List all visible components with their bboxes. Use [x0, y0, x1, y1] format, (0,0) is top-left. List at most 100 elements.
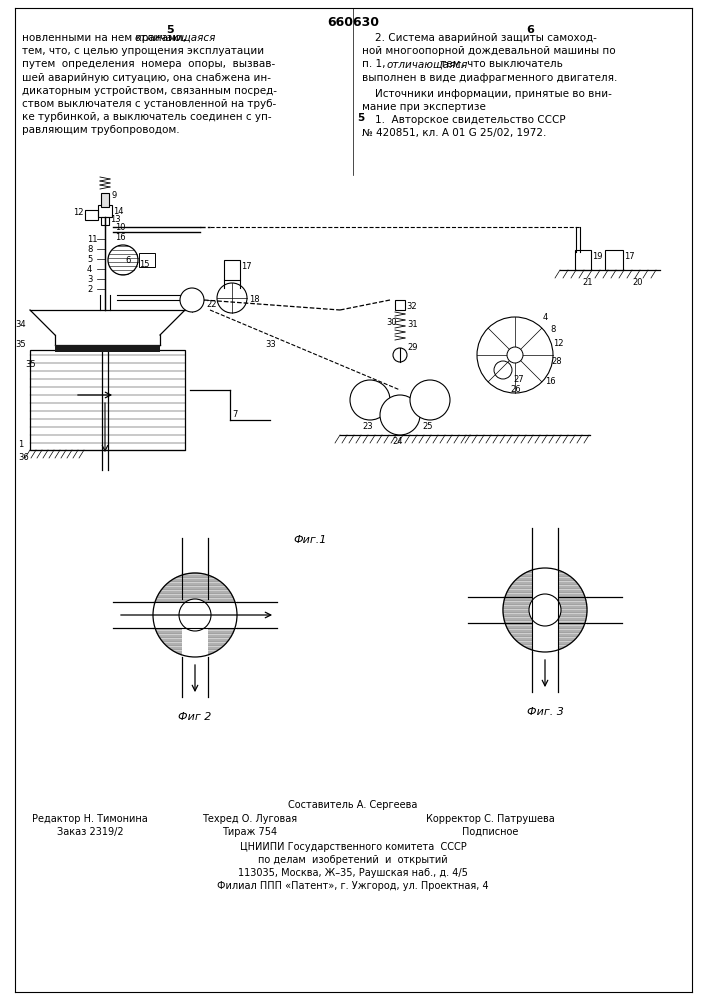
Text: новленными на нем кранами,: новленными на нем кранами, — [22, 33, 189, 43]
Text: 7: 7 — [232, 410, 238, 419]
Text: выполнен в виде диафрагменного двигателя.: выполнен в виде диафрагменного двигателя… — [362, 73, 617, 83]
Text: Фиг 2: Фиг 2 — [178, 712, 211, 722]
Text: 17: 17 — [624, 252, 635, 261]
Bar — [101, 217, 109, 225]
Bar — [395, 300, 405, 310]
Circle shape — [380, 395, 420, 435]
Text: Филиал ППП «Патент», г. Ужгород, ул. Проектная, 4: Филиал ППП «Патент», г. Ужгород, ул. Про… — [217, 881, 489, 891]
Text: 2. Система аварийной защиты самоход-: 2. Система аварийной защиты самоход- — [362, 33, 597, 43]
Text: Источники информации, принятые во вни-: Источники информации, принятые во вни- — [362, 89, 612, 99]
Text: 12: 12 — [73, 208, 83, 217]
Text: мание при экспертизе: мание при экспертизе — [362, 102, 486, 112]
Text: ЦНИИПИ Государственного комитета  СССР: ЦНИИПИ Государственного комитета СССР — [240, 842, 467, 852]
Text: тем, что, с целью упрощения эксплуатации: тем, что, с целью упрощения эксплуатации — [22, 46, 264, 56]
Text: тем, что выключатель: тем, что выключатель — [437, 59, 563, 69]
Bar — [55, 345, 160, 352]
Text: 5: 5 — [166, 25, 174, 35]
Bar — [30, 350, 185, 450]
Text: 13: 13 — [110, 215, 121, 224]
Text: отличающаяся: отличающаяся — [134, 33, 216, 43]
Text: 113035, Москва, Ж–35, Раушская наб., д. 4/5: 113035, Москва, Ж–35, Раушская наб., д. … — [238, 868, 468, 878]
Circle shape — [529, 594, 561, 626]
Bar — [605, 250, 623, 270]
Text: 26: 26 — [510, 385, 520, 394]
Text: 16: 16 — [115, 233, 126, 242]
Text: 1: 1 — [18, 440, 23, 449]
Circle shape — [477, 317, 553, 393]
Text: 27: 27 — [513, 375, 524, 384]
Bar — [182, 602, 208, 658]
Text: 1.  Авторское свидетельство СССР: 1. Авторское свидетельство СССР — [362, 115, 566, 125]
Circle shape — [410, 380, 450, 420]
Text: 19: 19 — [592, 252, 602, 261]
Circle shape — [350, 380, 390, 420]
Text: 21: 21 — [582, 278, 592, 287]
Text: 24: 24 — [392, 437, 402, 446]
Text: 31: 31 — [407, 320, 418, 329]
Text: Техред О. Луговая: Техред О. Луговая — [202, 814, 298, 824]
Bar — [98, 205, 112, 217]
Text: № 420851, кл. А 01 G 25/02, 1972.: № 420851, кл. А 01 G 25/02, 1972. — [362, 128, 547, 138]
Text: Редактор Н. Тимонина: Редактор Н. Тимонина — [32, 814, 148, 824]
Text: 33: 33 — [265, 340, 276, 349]
Text: 8: 8 — [87, 245, 93, 254]
Text: Фиг.1: Фиг.1 — [293, 535, 327, 545]
Text: Тираж 754: Тираж 754 — [223, 827, 278, 837]
Text: 35: 35 — [25, 360, 35, 369]
Text: 32: 32 — [406, 302, 416, 311]
Text: Составитель А. Сергеева: Составитель А. Сергеева — [288, 800, 418, 810]
Text: 30: 30 — [386, 318, 397, 327]
Text: ством выключателя с установленной на труб-: ством выключателя с установленной на тру… — [22, 99, 276, 109]
Polygon shape — [153, 573, 237, 657]
Polygon shape — [503, 568, 587, 652]
Text: 8: 8 — [550, 325, 556, 334]
Text: 14: 14 — [113, 207, 124, 216]
Text: 660630: 660630 — [327, 16, 379, 29]
Text: 34: 34 — [15, 320, 25, 329]
Text: 2: 2 — [87, 285, 92, 294]
Text: 5: 5 — [357, 113, 364, 123]
Bar — [532, 567, 558, 653]
Text: 9: 9 — [111, 191, 116, 200]
Text: по делам  изобретений  и  открытий: по делам изобретений и открытий — [258, 855, 448, 865]
Text: отличающаяся: отличающаяся — [387, 59, 468, 69]
Text: Фиг. 3: Фиг. 3 — [527, 707, 563, 717]
Text: 36: 36 — [18, 453, 29, 462]
Text: 6: 6 — [125, 256, 130, 265]
Text: Заказ 2319/2: Заказ 2319/2 — [57, 827, 123, 837]
Text: 25: 25 — [422, 422, 433, 431]
Bar — [139, 253, 155, 267]
Text: 20: 20 — [632, 278, 643, 287]
Bar — [152, 602, 238, 628]
Text: 16: 16 — [545, 377, 556, 386]
Bar — [85, 210, 98, 220]
Text: 35: 35 — [15, 340, 25, 349]
Text: 29: 29 — [407, 343, 418, 352]
Circle shape — [217, 283, 247, 313]
Bar — [101, 193, 109, 207]
Text: 3: 3 — [87, 275, 93, 284]
Text: 5: 5 — [87, 255, 92, 264]
Circle shape — [179, 599, 211, 631]
Text: 18: 18 — [249, 295, 259, 304]
Circle shape — [393, 348, 407, 362]
Text: 4: 4 — [87, 265, 92, 274]
Bar — [575, 250, 591, 270]
Circle shape — [180, 288, 204, 312]
Bar — [224, 260, 240, 280]
Text: 4: 4 — [543, 313, 548, 322]
Text: 12: 12 — [553, 339, 563, 348]
Text: 17: 17 — [241, 262, 252, 271]
Text: 23: 23 — [362, 422, 373, 431]
Text: шей аварийную ситуацию, она снабжена ин-: шей аварийную ситуацию, она снабжена ин- — [22, 73, 271, 83]
Text: Подписное: Подписное — [462, 827, 518, 837]
Circle shape — [507, 347, 523, 363]
Text: ной многоопорной дождевальной машины по: ной многоопорной дождевальной машины по — [362, 46, 616, 56]
Text: п. 1,: п. 1, — [362, 59, 389, 69]
Text: 22: 22 — [206, 300, 216, 309]
Text: 15: 15 — [139, 260, 149, 269]
Text: дикаторным устройством, связанным посред-: дикаторным устройством, связанным посред… — [22, 86, 277, 96]
Text: Корректор С. Патрушева: Корректор С. Патрушева — [426, 814, 554, 824]
Text: 28: 28 — [551, 357, 561, 366]
Text: 11: 11 — [87, 235, 98, 244]
